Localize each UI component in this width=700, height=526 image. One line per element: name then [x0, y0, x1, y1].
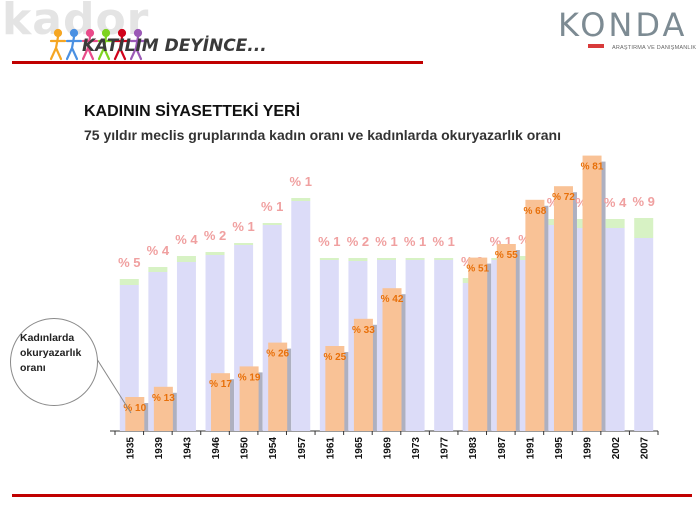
- brand-accent: [588, 44, 604, 48]
- women-share-bar: [205, 252, 225, 255]
- chart-title: KADININ SİYASETTEKİ YERİ: [84, 103, 301, 120]
- literacy-bar: [496, 244, 516, 431]
- women-share-label: % 1: [432, 234, 454, 249]
- women-share-bar: [119, 279, 139, 285]
- literacy-label: % 72: [552, 192, 575, 203]
- x-tick-label: 1999: [583, 437, 594, 460]
- x-tick-label: 1954: [268, 437, 279, 460]
- literacy-bar: [125, 397, 145, 431]
- women-share-label: % 1: [404, 234, 426, 249]
- x-tick-label: 1987: [497, 437, 508, 460]
- callout-pointer: [94, 355, 132, 414]
- literacy-bar: [582, 155, 602, 431]
- x-tick-label: 1935: [125, 437, 136, 460]
- x-tick-label: 1969: [383, 437, 394, 460]
- women-share-bar: [605, 219, 625, 228]
- literacy-bar: [153, 386, 173, 431]
- callout-circle: [10, 318, 98, 406]
- women-share-label: % 4: [147, 243, 170, 258]
- tagline: KATILIM DEYİNCE...: [82, 36, 267, 56]
- callout-label: Kadınlarda okuryazarlık oranı: [20, 332, 82, 374]
- women-share-bar: [348, 258, 368, 261]
- women-share-bar: [176, 256, 196, 262]
- literacy-label: % 33: [352, 325, 375, 336]
- women-share-label: % 9: [633, 194, 655, 209]
- women-share-bar: [262, 223, 282, 225]
- literacy-label: % 25: [323, 352, 346, 363]
- x-tick-label: 1995: [554, 437, 565, 460]
- x-tick-label: 1991: [525, 437, 536, 460]
- women-share-bar: [291, 198, 311, 201]
- meclis-bar: [119, 285, 139, 431]
- literacy-bar: [525, 199, 545, 431]
- brand-subtitle: ARAŞTIRMA VE DANIŞMANLIK: [612, 45, 697, 51]
- literacy-label: % 26: [266, 349, 289, 360]
- women-share-label: % 4: [604, 195, 627, 210]
- x-tick-label: 1943: [182, 437, 193, 460]
- watermark-logo: kador: [2, 0, 150, 45]
- literacy-label: % 55: [495, 250, 518, 261]
- literacy-bar: [325, 346, 345, 431]
- literacy-label: % 81: [581, 162, 604, 173]
- women-share-label: % 2: [347, 234, 369, 249]
- literacy-label: % 42: [381, 294, 404, 305]
- women-share-label: % 1: [318, 234, 340, 249]
- literacy-label: % 13: [152, 393, 175, 404]
- x-tick-label: 1983: [468, 437, 479, 460]
- meclis-bar: [291, 201, 311, 431]
- meclis-bar: [634, 238, 654, 431]
- women-share-bar: [148, 267, 168, 272]
- x-tick-label: 1939: [154, 437, 165, 460]
- x-tick-label: 2002: [611, 437, 622, 460]
- women-share-bar: [319, 258, 339, 260]
- women-share-label: % 1: [232, 219, 254, 234]
- literacy-label: % 17: [209, 379, 232, 390]
- women-share-bar: [434, 258, 454, 260]
- women-share-bar: [234, 243, 254, 245]
- literacy-bar: [239, 366, 259, 431]
- meclis-bar: [434, 260, 454, 431]
- women-share-bar: [634, 218, 654, 238]
- women-share-label: % 4: [175, 232, 198, 247]
- literacy-label: % 19: [238, 372, 261, 383]
- literacy-bar: [268, 342, 288, 431]
- literacy-label: % 68: [523, 206, 546, 217]
- women-share-label: % 1: [290, 174, 312, 189]
- x-tick-label: 1946: [211, 437, 222, 460]
- bottom-divider: [12, 494, 692, 497]
- literacy-bar: [382, 288, 402, 431]
- women-share-label: % 1: [261, 199, 283, 214]
- x-tick-label: 1957: [297, 437, 308, 460]
- top-divider: [12, 61, 423, 64]
- x-tick-label: 1961: [325, 437, 336, 460]
- women-share-label: % 1: [375, 234, 397, 249]
- women-share-bar: [405, 258, 425, 260]
- meclis-bar: [605, 228, 625, 431]
- x-tick-label: 1950: [240, 437, 251, 460]
- x-tick-label: 1965: [354, 437, 365, 460]
- women-share-bar: [377, 258, 396, 260]
- chart-subtitle: 75 yıldır meclis gruplarında kadın oranı…: [84, 127, 561, 143]
- literacy-bar: [211, 373, 231, 431]
- meclis-bar: [176, 262, 196, 431]
- women-share-label: % 2: [204, 228, 226, 243]
- x-tick-label: 1973: [411, 437, 422, 460]
- meclis-bar: [405, 260, 425, 431]
- x-tick-label: 1977: [440, 437, 451, 460]
- literacy-label: % 10: [123, 403, 146, 414]
- women-share-label: % 5: [118, 255, 140, 270]
- x-tick-label: 2007: [640, 437, 651, 460]
- literacy-label: % 51: [466, 264, 489, 275]
- people-icon: [49, 28, 147, 61]
- brand-logo: KONDA: [558, 6, 688, 44]
- literacy-bar: [353, 318, 373, 431]
- literacy-bar: [468, 257, 488, 431]
- literacy-bar: [553, 186, 573, 431]
